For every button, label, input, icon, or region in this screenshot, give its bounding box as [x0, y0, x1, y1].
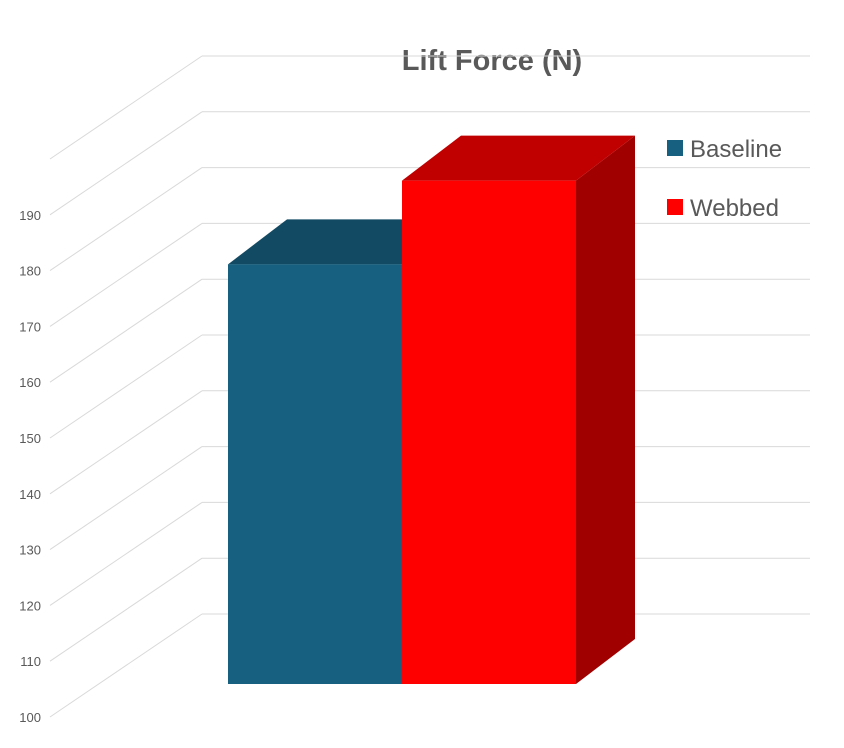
bar-side — [576, 135, 635, 684]
chart-title: Lift Force (N) — [402, 45, 582, 77]
legend-label: Webbed — [690, 195, 779, 222]
legend: Baseline Webbed — [667, 136, 782, 222]
bar-front — [228, 264, 402, 684]
y-tick-label: 120 — [19, 598, 41, 613]
gridline-side — [49, 55, 203, 160]
bar-front — [402, 180, 576, 684]
gridline-side — [49, 111, 203, 216]
y-axis-ticks: 100 110 120 130 140 150 160 170 180 190 — [19, 208, 41, 725]
legend-swatch — [667, 199, 683, 215]
y-tick-label: 110 — [20, 654, 41, 669]
y-tick-label: 180 — [19, 264, 41, 279]
bar-top — [402, 135, 635, 181]
legend-swatch — [667, 140, 683, 156]
gridline-side — [49, 222, 203, 327]
bar-webbed — [402, 135, 635, 684]
y-tick-label: 170 — [19, 319, 41, 334]
bars — [228, 135, 635, 684]
y-tick-label: 140 — [19, 487, 41, 502]
gridline-side — [49, 278, 203, 383]
gridline-side — [49, 334, 203, 439]
gridline-side — [49, 557, 203, 662]
legend-label: Baseline — [690, 136, 782, 163]
gridline-side — [49, 390, 203, 495]
y-tick-label: 100 — [19, 710, 41, 725]
y-tick-label: 150 — [19, 431, 41, 446]
gridline-side — [49, 501, 203, 606]
gridline-side — [49, 446, 203, 551]
y-tick-label: 160 — [19, 375, 41, 390]
gridline-side — [49, 613, 203, 718]
gridline-side — [49, 167, 203, 272]
y-tick-label: 190 — [19, 208, 41, 223]
y-tick-label: 130 — [19, 543, 41, 558]
